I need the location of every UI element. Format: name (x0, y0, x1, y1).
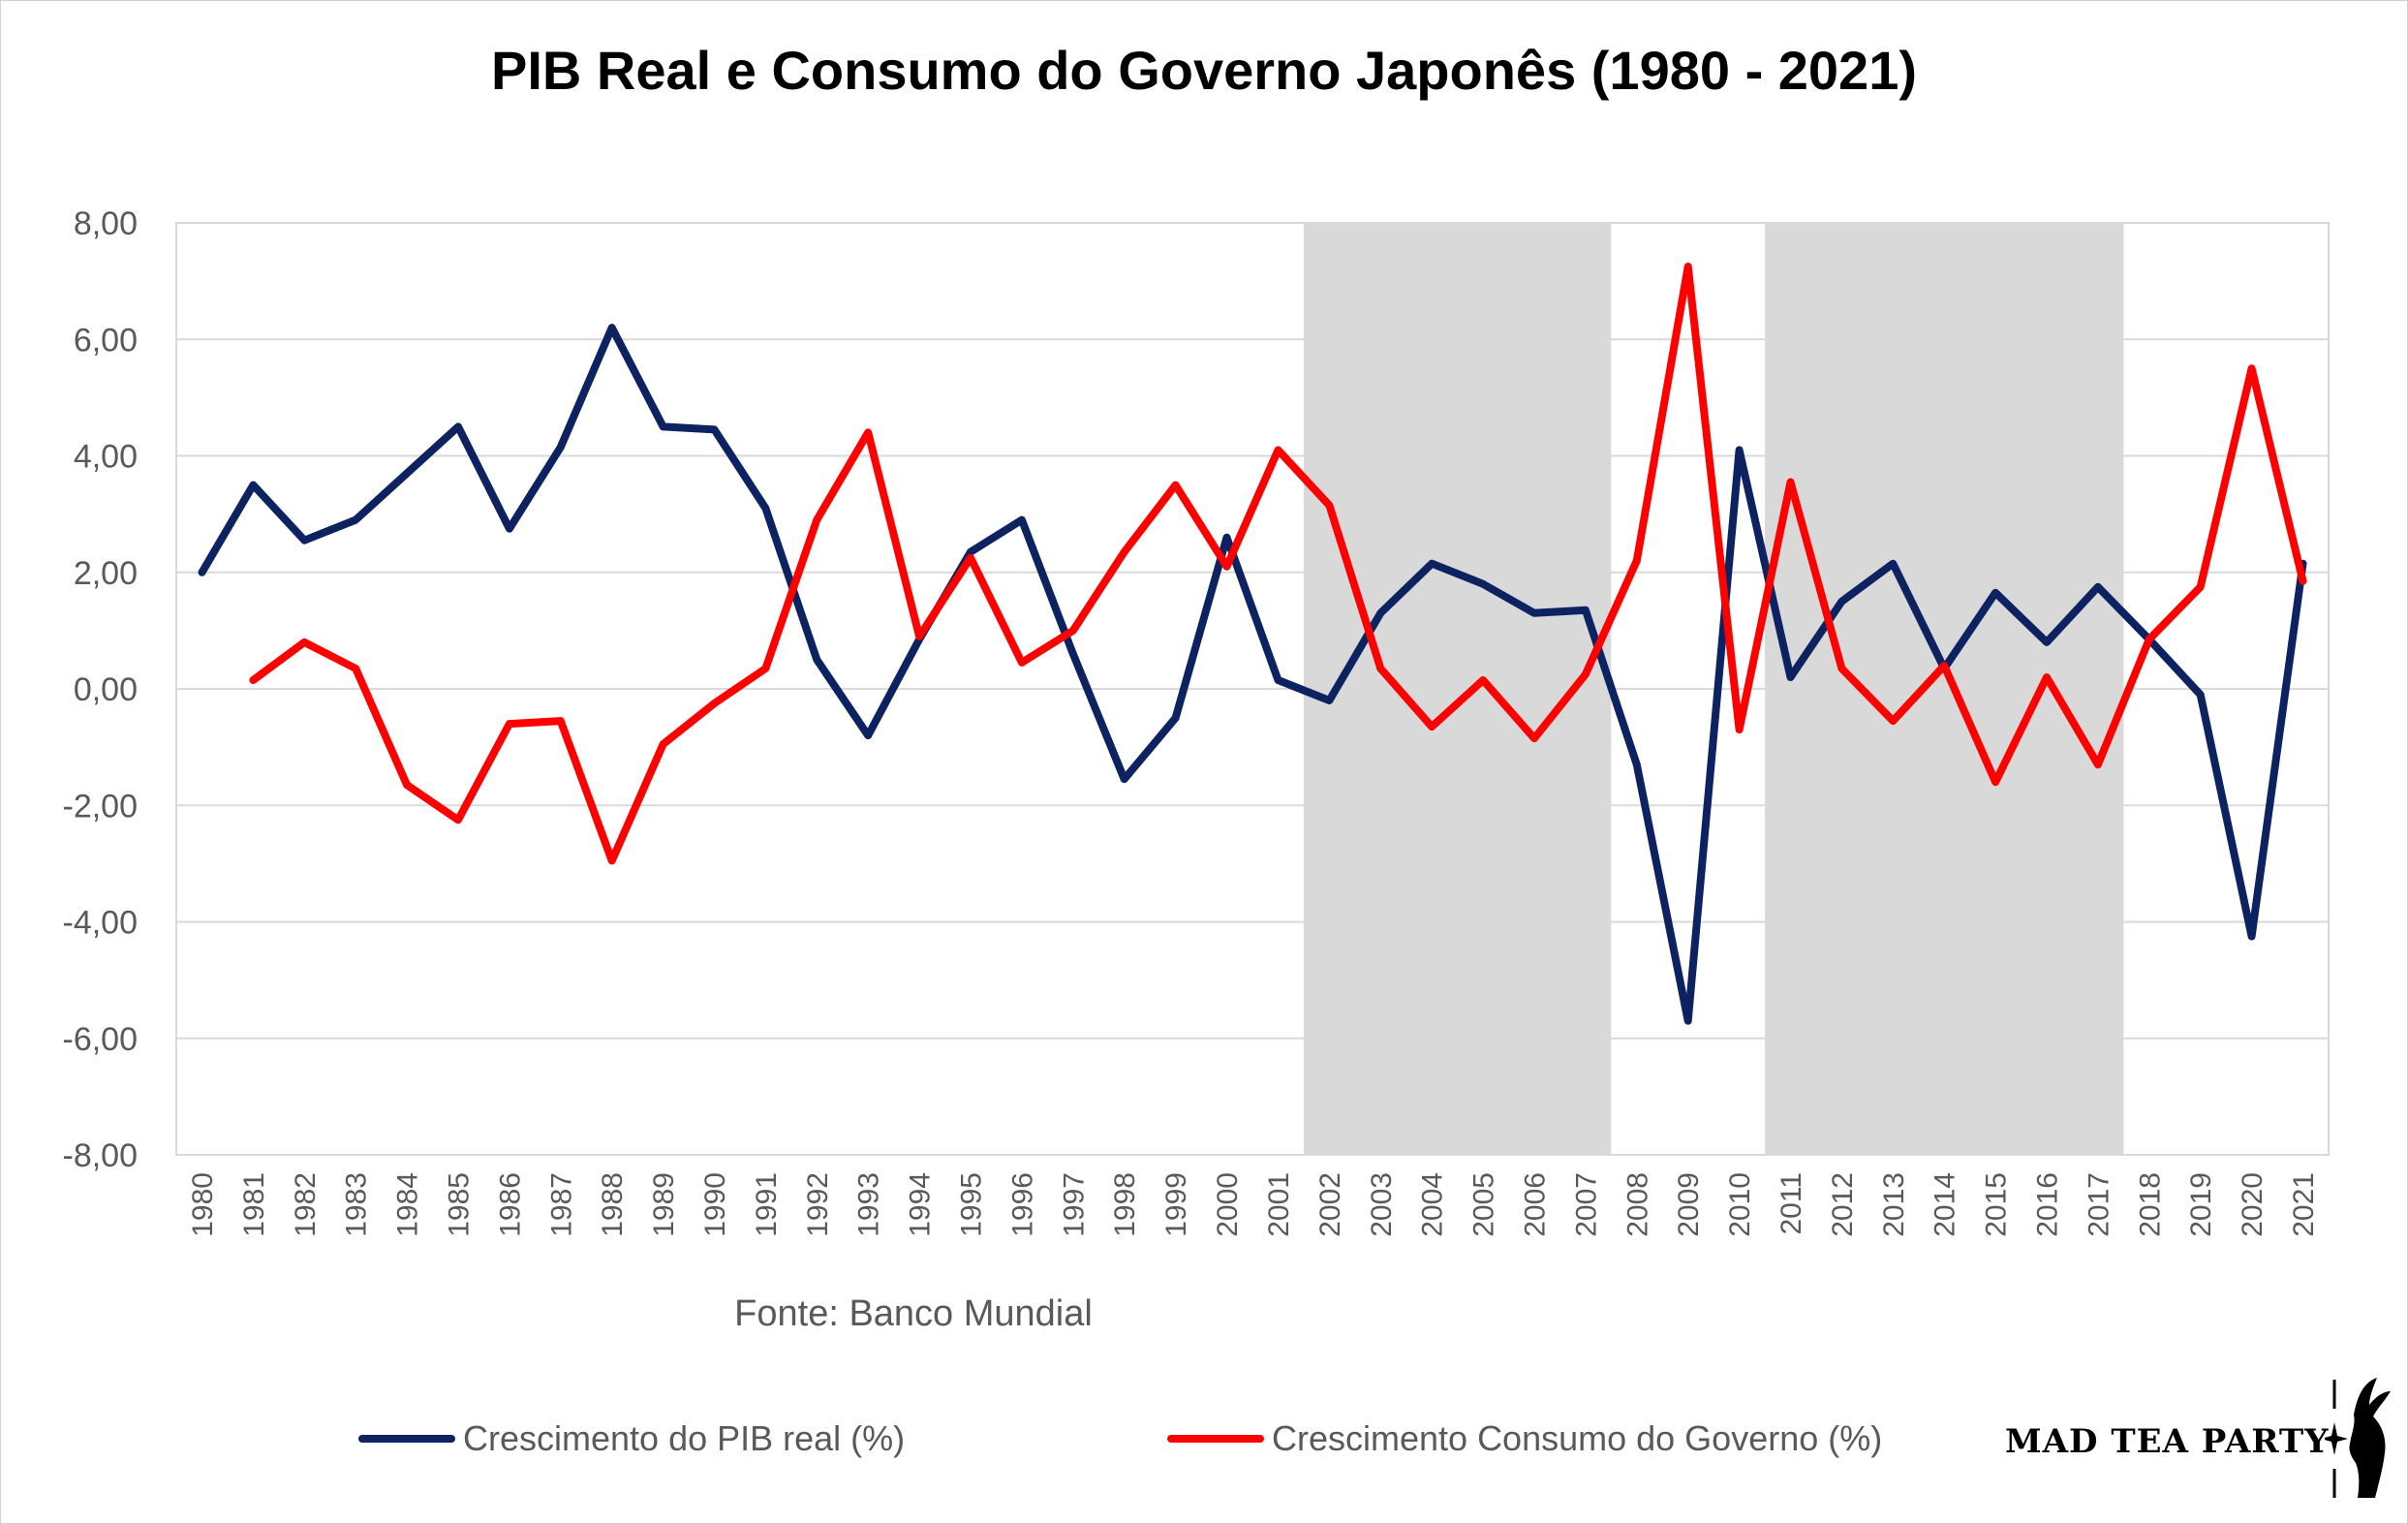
x-tick-label: 2011 (1775, 1172, 1807, 1235)
x-tick-label: 1985 (443, 1172, 475, 1237)
x-tick-label: 2010 (1724, 1172, 1756, 1237)
y-tick-label: -6,00 (63, 1021, 139, 1058)
x-tick-label: 1993 (853, 1172, 885, 1237)
y-tick-label: 0,00 (74, 671, 138, 708)
chart-title: PIB Real e Consumo do Governo Japonês (1… (491, 40, 1917, 101)
x-axis-tick-labels: 1980 1981 1982 1983 1984 1985 1986 1987 1988 1989… (187, 1172, 2320, 1237)
x-tick-label: 1980 (187, 1172, 219, 1237)
x-tick-label: 2008 (1621, 1172, 1653, 1237)
legend-item-gdp: Crescimento do PIB real (%) (358, 1415, 905, 1463)
series-line-government-consumption (249, 263, 2307, 865)
x-tick-label: 1984 (392, 1172, 424, 1237)
y-axis-tick-labels: -8,00 -6,00 -4,00 -2,00 0,00 2,00 4,00 6,00 8,00 (63, 205, 139, 1174)
x-tick-label: 1999 (1160, 1172, 1192, 1237)
brand-logo-text: MAD TEA PARTY (2005, 1422, 2330, 1461)
x-tick-label: 2004 (1417, 1172, 1449, 1237)
x-tick-label: 2001 (1263, 1172, 1295, 1237)
y-tick-label: 4,00 (74, 439, 138, 476)
legend-swatch-government-consumption (1167, 1435, 1264, 1443)
source-note: Fonte: Banco Mundial (734, 1293, 1093, 1334)
x-tick-label: 1983 (341, 1172, 373, 1237)
x-tick-label: 2017 (2083, 1172, 2115, 1237)
x-tick-label: 2015 (1981, 1172, 2013, 1237)
x-tick-label: 1987 (545, 1172, 577, 1237)
x-tick-label: 1997 (1058, 1172, 1090, 1237)
brand-logo: MAD TEA PARTY (2005, 1376, 2393, 1502)
x-tick-label: 2005 (1468, 1172, 1500, 1237)
legend-item-government-consumption: Crescimento Consumo do Governo (%) (1167, 1415, 1882, 1463)
y-tick-label: -2,00 (63, 788, 139, 824)
legend-label-government-consumption: Crescimento Consumo do Governo (%) (1272, 1418, 1883, 1458)
x-tick-label: 2019 (2185, 1172, 2217, 1237)
x-tick-label: 1988 (597, 1172, 629, 1237)
y-tick-label: -4,00 (63, 905, 139, 942)
x-tick-label: 2012 (1827, 1172, 1859, 1237)
legend-swatch-gdp (358, 1435, 455, 1443)
x-tick-label: 2018 (2134, 1172, 2166, 1237)
rabbit-silhouette-icon (2325, 1378, 2391, 1498)
series-line-gdp (198, 324, 2307, 1025)
x-tick-label: 2002 (1314, 1172, 1346, 1237)
x-tick-label: 2009 (1673, 1172, 1705, 1237)
x-tick-label: 2013 (1878, 1172, 1910, 1237)
x-tick-label: 1992 (802, 1172, 834, 1237)
x-tick-label: 1994 (905, 1172, 937, 1237)
x-tick-label: 1991 (751, 1172, 783, 1237)
x-tick-label: 1995 (956, 1172, 988, 1237)
y-tick-label: 2,00 (74, 555, 138, 592)
plot-area-border (175, 222, 2330, 1156)
y-tick-label: -8,00 (63, 1137, 139, 1174)
x-tick-label: 2003 (1366, 1172, 1398, 1237)
series-lines (198, 263, 2307, 1025)
plot-border (175, 222, 2330, 1156)
y-tick-label: 8,00 (74, 205, 138, 242)
x-tick-label: 1986 (494, 1172, 526, 1237)
x-tick-label: 1998 (1109, 1172, 1141, 1237)
x-tick-label: 2007 (1570, 1172, 1602, 1237)
x-tick-label: 1982 (290, 1172, 322, 1237)
y-tick-label: 6,00 (74, 322, 138, 358)
legend-label-gdp: Crescimento do PIB real (%) (463, 1418, 906, 1458)
x-tick-label: 2006 (1519, 1172, 1551, 1237)
x-tick-label: 1981 (238, 1172, 270, 1237)
x-tick-label: 1996 (1006, 1172, 1038, 1237)
x-tick-label: 1990 (699, 1172, 731, 1237)
x-tick-label: 2000 (1212, 1172, 1244, 1237)
x-tick-label: 2021 (2288, 1172, 2320, 1237)
x-tick-label: 2014 (1929, 1172, 1961, 1237)
x-tick-label: 1989 (648, 1172, 680, 1237)
x-tick-label: 2016 (2032, 1172, 2064, 1237)
x-tick-label: 2020 (2237, 1172, 2269, 1237)
